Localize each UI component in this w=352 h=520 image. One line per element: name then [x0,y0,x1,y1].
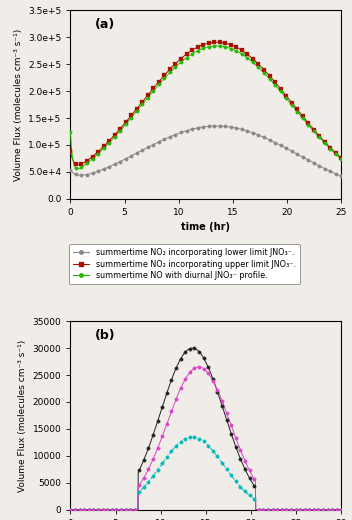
Legend: summertime NO₂ incorporating lower limit JNO₃⁻., summertime NO₂ incorporating up: summertime NO₂ incorporating lower limit… [69,244,300,284]
Text: (a): (a) [95,18,115,31]
Y-axis label: Volume Flux (molecules cm⁻³ s⁻¹): Volume Flux (molecules cm⁻³ s⁻¹) [14,29,23,181]
Text: (b): (b) [95,329,115,342]
Y-axis label: Volume Flux (molecules cm⁻³ s⁻¹): Volume Flux (molecules cm⁻³ s⁻¹) [18,339,27,491]
X-axis label: time (hr): time (hr) [181,223,231,232]
